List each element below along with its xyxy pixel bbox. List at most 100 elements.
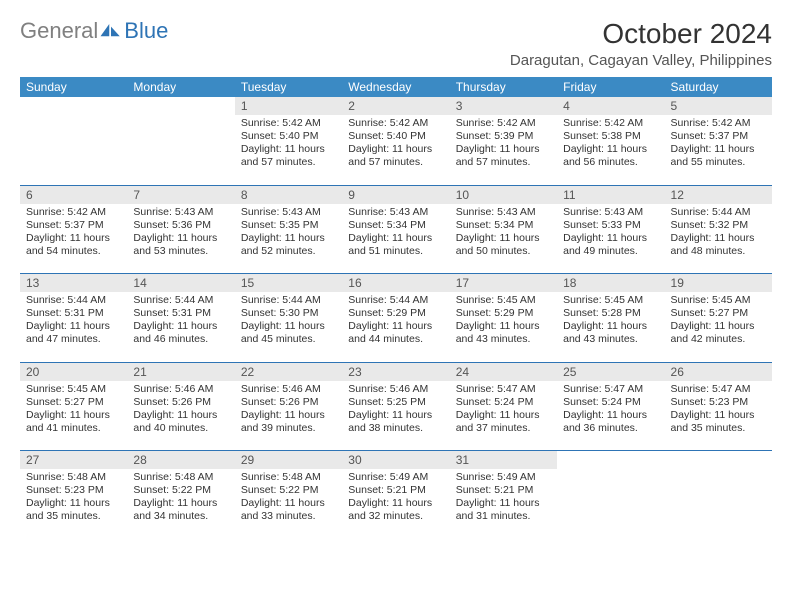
- day-details: Sunrise: 5:47 AMSunset: 5:24 PMDaylight:…: [450, 381, 557, 440]
- day-number: 19: [665, 274, 772, 292]
- day-number: 29: [235, 451, 342, 469]
- location-subtitle: Daragutan, Cagayan Valley, Philippines: [510, 52, 772, 69]
- calendar-day: 13Sunrise: 5:44 AMSunset: 5:31 PMDayligh…: [20, 274, 127, 362]
- brand-part2: Blue: [124, 18, 168, 44]
- calendar-day: 17Sunrise: 5:45 AMSunset: 5:29 PMDayligh…: [450, 274, 557, 362]
- calendar-day: 25Sunrise: 5:47 AMSunset: 5:24 PMDayligh…: [557, 363, 664, 451]
- day-details: Sunrise: 5:48 AMSunset: 5:22 PMDaylight:…: [127, 469, 234, 528]
- day-details: Sunrise: 5:46 AMSunset: 5:26 PMDaylight:…: [235, 381, 342, 440]
- day-details: Sunrise: 5:42 AMSunset: 5:40 PMDaylight:…: [342, 115, 449, 174]
- day-number: 31: [450, 451, 557, 469]
- calendar-day: 14Sunrise: 5:44 AMSunset: 5:31 PMDayligh…: [127, 274, 234, 362]
- day-details: Sunrise: 5:43 AMSunset: 5:34 PMDaylight:…: [342, 204, 449, 263]
- day-details: Sunrise: 5:44 AMSunset: 5:32 PMDaylight:…: [665, 204, 772, 263]
- calendar-body: 1Sunrise: 5:42 AMSunset: 5:40 PMDaylight…: [20, 97, 772, 539]
- calendar-week: 13Sunrise: 5:44 AMSunset: 5:31 PMDayligh…: [20, 274, 772, 362]
- day-header: Saturday: [665, 77, 772, 97]
- day-number: 11: [557, 186, 664, 204]
- calendar-day: 26Sunrise: 5:47 AMSunset: 5:23 PMDayligh…: [665, 363, 772, 451]
- day-details: Sunrise: 5:42 AMSunset: 5:40 PMDaylight:…: [235, 115, 342, 174]
- day-number: 5: [665, 97, 772, 115]
- calendar-week: 6Sunrise: 5:42 AMSunset: 5:37 PMDaylight…: [20, 186, 772, 274]
- day-details: Sunrise: 5:44 AMSunset: 5:31 PMDaylight:…: [20, 292, 127, 351]
- brand-part1: General: [20, 18, 98, 44]
- day-number: 28: [127, 451, 234, 469]
- day-details: Sunrise: 5:44 AMSunset: 5:30 PMDaylight:…: [235, 292, 342, 351]
- day-details: Sunrise: 5:47 AMSunset: 5:24 PMDaylight:…: [557, 381, 664, 440]
- calendar-day: 8Sunrise: 5:43 AMSunset: 5:35 PMDaylight…: [235, 186, 342, 274]
- day-details: Sunrise: 5:43 AMSunset: 5:33 PMDaylight:…: [557, 204, 664, 263]
- calendar-day: 15Sunrise: 5:44 AMSunset: 5:30 PMDayligh…: [235, 274, 342, 362]
- day-details: Sunrise: 5:42 AMSunset: 5:38 PMDaylight:…: [557, 115, 664, 174]
- calendar-day: 5Sunrise: 5:42 AMSunset: 5:37 PMDaylight…: [665, 97, 772, 185]
- calendar-day: 12Sunrise: 5:44 AMSunset: 5:32 PMDayligh…: [665, 186, 772, 274]
- day-header: Monday: [127, 77, 234, 97]
- calendar-day: 30Sunrise: 5:49 AMSunset: 5:21 PMDayligh…: [342, 451, 449, 539]
- day-details: Sunrise: 5:49 AMSunset: 5:21 PMDaylight:…: [342, 469, 449, 528]
- day-header: Thursday: [450, 77, 557, 97]
- calendar-table: SundayMondayTuesdayWednesdayThursdayFrid…: [20, 77, 772, 539]
- day-details: Sunrise: 5:47 AMSunset: 5:23 PMDaylight:…: [665, 381, 772, 440]
- day-number: 20: [20, 363, 127, 381]
- calendar-day: 20Sunrise: 5:45 AMSunset: 5:27 PMDayligh…: [20, 363, 127, 451]
- day-number: 13: [20, 274, 127, 292]
- day-details: Sunrise: 5:48 AMSunset: 5:23 PMDaylight:…: [20, 469, 127, 528]
- calendar-day: 19Sunrise: 5:45 AMSunset: 5:27 PMDayligh…: [665, 274, 772, 362]
- day-details: Sunrise: 5:45 AMSunset: 5:29 PMDaylight:…: [450, 292, 557, 351]
- calendar-day: 24Sunrise: 5:47 AMSunset: 5:24 PMDayligh…: [450, 363, 557, 451]
- day-header: Tuesday: [235, 77, 342, 97]
- day-header: Sunday: [20, 77, 127, 97]
- calendar-day: 31Sunrise: 5:49 AMSunset: 5:21 PMDayligh…: [450, 451, 557, 539]
- day-number: 26: [665, 363, 772, 381]
- day-number: 18: [557, 274, 664, 292]
- day-details: Sunrise: 5:42 AMSunset: 5:37 PMDaylight:…: [665, 115, 772, 174]
- day-details: Sunrise: 5:42 AMSunset: 5:39 PMDaylight:…: [450, 115, 557, 174]
- calendar-day: 16Sunrise: 5:44 AMSunset: 5:29 PMDayligh…: [342, 274, 449, 362]
- day-details: Sunrise: 5:46 AMSunset: 5:25 PMDaylight:…: [342, 381, 449, 440]
- day-number: 8: [235, 186, 342, 204]
- day-number: 17: [450, 274, 557, 292]
- day-details: Sunrise: 5:43 AMSunset: 5:36 PMDaylight:…: [127, 204, 234, 263]
- calendar-day: 4Sunrise: 5:42 AMSunset: 5:38 PMDaylight…: [557, 97, 664, 185]
- calendar-day: 6Sunrise: 5:42 AMSunset: 5:37 PMDaylight…: [20, 186, 127, 274]
- day-number: 16: [342, 274, 449, 292]
- calendar-day: 21Sunrise: 5:46 AMSunset: 5:26 PMDayligh…: [127, 363, 234, 451]
- calendar-day: 27Sunrise: 5:48 AMSunset: 5:23 PMDayligh…: [20, 451, 127, 539]
- title-block: October 2024 Daragutan, Cagayan Valley, …: [510, 18, 772, 73]
- calendar-week: 27Sunrise: 5:48 AMSunset: 5:23 PMDayligh…: [20, 451, 772, 539]
- day-number: 3: [450, 97, 557, 115]
- calendar-day: 9Sunrise: 5:43 AMSunset: 5:34 PMDaylight…: [342, 186, 449, 274]
- day-number: 30: [342, 451, 449, 469]
- calendar-day: 10Sunrise: 5:43 AMSunset: 5:34 PMDayligh…: [450, 186, 557, 274]
- day-details: Sunrise: 5:44 AMSunset: 5:31 PMDaylight:…: [127, 292, 234, 351]
- day-number: 23: [342, 363, 449, 381]
- calendar-head: SundayMondayTuesdayWednesdayThursdayFrid…: [20, 77, 772, 97]
- calendar-week: 1Sunrise: 5:42 AMSunset: 5:40 PMDaylight…: [20, 97, 772, 185]
- day-number: 15: [235, 274, 342, 292]
- sail-icon: [100, 24, 122, 38]
- day-number: 12: [665, 186, 772, 204]
- day-details: Sunrise: 5:44 AMSunset: 5:29 PMDaylight:…: [342, 292, 449, 351]
- calendar-day: [557, 451, 664, 539]
- day-header: Friday: [557, 77, 664, 97]
- day-number: 10: [450, 186, 557, 204]
- day-number: 1: [235, 97, 342, 115]
- day-details: Sunrise: 5:43 AMSunset: 5:35 PMDaylight:…: [235, 204, 342, 263]
- day-details: Sunrise: 5:48 AMSunset: 5:22 PMDaylight:…: [235, 469, 342, 528]
- calendar-day: 7Sunrise: 5:43 AMSunset: 5:36 PMDaylight…: [127, 186, 234, 274]
- calendar-day: 2Sunrise: 5:42 AMSunset: 5:40 PMDaylight…: [342, 97, 449, 185]
- day-number: 9: [342, 186, 449, 204]
- calendar-day: 28Sunrise: 5:48 AMSunset: 5:22 PMDayligh…: [127, 451, 234, 539]
- day-number: 6: [20, 186, 127, 204]
- calendar-week: 20Sunrise: 5:45 AMSunset: 5:27 PMDayligh…: [20, 363, 772, 451]
- calendar-day: [127, 97, 234, 185]
- day-number: 7: [127, 186, 234, 204]
- calendar-day: [665, 451, 772, 539]
- day-header: Wednesday: [342, 77, 449, 97]
- day-details: Sunrise: 5:45 AMSunset: 5:28 PMDaylight:…: [557, 292, 664, 351]
- day-number: 4: [557, 97, 664, 115]
- day-details: Sunrise: 5:45 AMSunset: 5:27 PMDaylight:…: [20, 381, 127, 440]
- day-details: Sunrise: 5:43 AMSunset: 5:34 PMDaylight:…: [450, 204, 557, 263]
- day-details: Sunrise: 5:45 AMSunset: 5:27 PMDaylight:…: [665, 292, 772, 351]
- calendar-day: [20, 97, 127, 185]
